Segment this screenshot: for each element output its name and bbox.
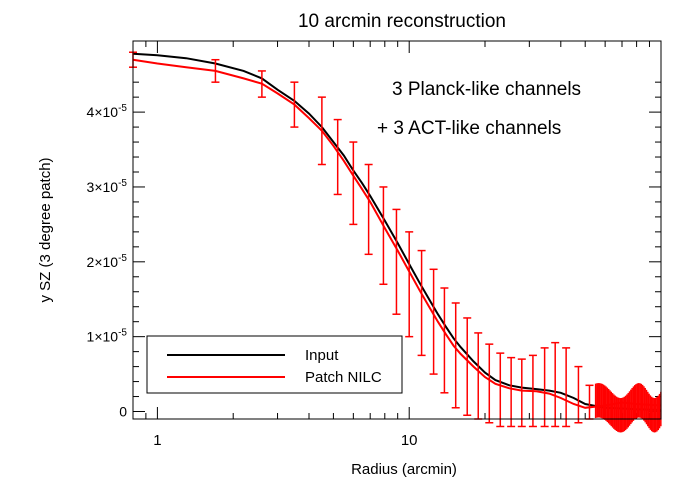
y-tick-label: 1×10-5 [87,328,128,345]
annotation-planck: 3 Planck-like channels [392,79,581,100]
legend-label-nilc: Patch NILC [305,369,382,386]
y-tick-label: 2×10-5 [87,253,128,270]
legend-box [146,335,403,394]
y-tick-label: 3×10-5 [87,178,128,195]
x-axis: 1 10 [132,41,650,449]
x-tick-label: 10 [401,432,418,449]
legend-label-input: Input [305,347,339,364]
series-line-nilc [132,58,662,409]
series-line-input [132,52,662,411]
plot-series [132,52,662,411]
annotation-act: + 3 ACT-like channels [377,118,561,139]
y-axis: 0 1×10-5 2×10-5 3×10-5 4×10-5 [87,81,661,420]
x-tick-label: 1 [153,432,161,449]
y-tick-label: 4×10-5 [87,103,128,120]
x-axis-label: Radius (arcmin) [351,461,457,478]
chart-title: 10 arcmin reconstruction [298,11,506,32]
legend: Input Patch NILC [146,335,403,394]
plot-frame [132,40,662,420]
y-axis-label: y SZ (3 degree patch) [37,157,54,302]
y-tick-label: 0 [119,404,127,420]
